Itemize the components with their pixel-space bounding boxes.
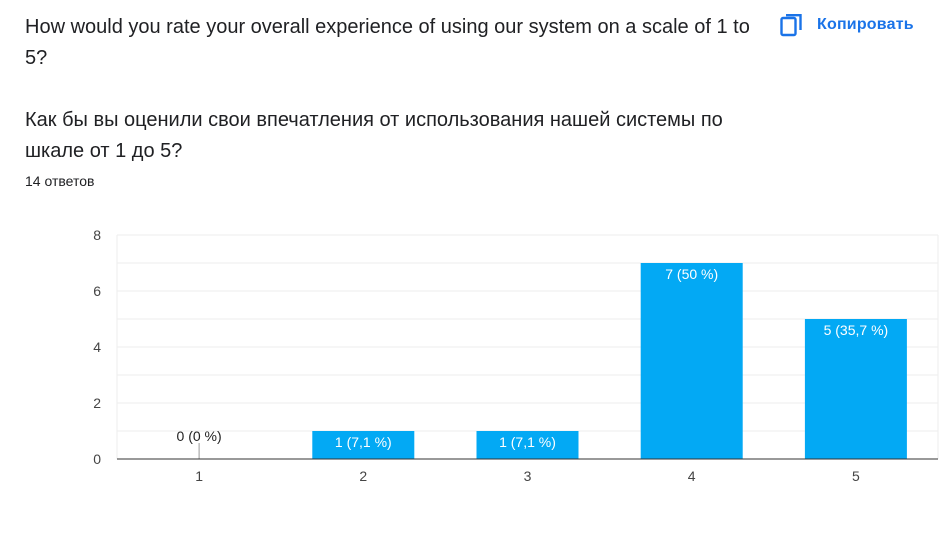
y-tick-label: 4 [93, 339, 101, 355]
bar-data-label: 0 (0 %) [177, 428, 222, 444]
x-tick-label: 5 [852, 468, 860, 484]
bar-data-label: 1 (7,1 %) [335, 434, 392, 450]
responses-count: 14 ответов [25, 173, 95, 189]
copy-button[interactable]: Копировать [780, 10, 914, 40]
copy-icon [780, 12, 804, 38]
y-tick-label: 2 [93, 395, 101, 411]
bar [476, 431, 579, 459]
copy-button-label: Копировать [817, 16, 914, 33]
y-tick-label: 8 [93, 227, 101, 243]
question-english: How would you rate your overall experien… [25, 16, 750, 69]
x-tick-label: 4 [688, 468, 696, 484]
question-text: How would you rate your overall experien… [25, 12, 755, 167]
bar [640, 263, 743, 459]
bar-data-label: 5 (35,7 %) [824, 322, 889, 338]
x-tick-label: 3 [524, 468, 532, 484]
question-russian: Как бы вы оценили свои впечатления от ис… [25, 109, 723, 162]
bar [312, 431, 415, 459]
bar [804, 319, 907, 459]
bar-data-label: 7 (50 %) [665, 266, 718, 282]
bar-data-label: 1 (7,1 %) [499, 434, 556, 450]
x-tick-label: 1 [195, 468, 203, 484]
y-tick-label: 0 [93, 451, 101, 467]
x-tick-label: 2 [359, 468, 367, 484]
y-tick-label: 6 [93, 283, 101, 299]
